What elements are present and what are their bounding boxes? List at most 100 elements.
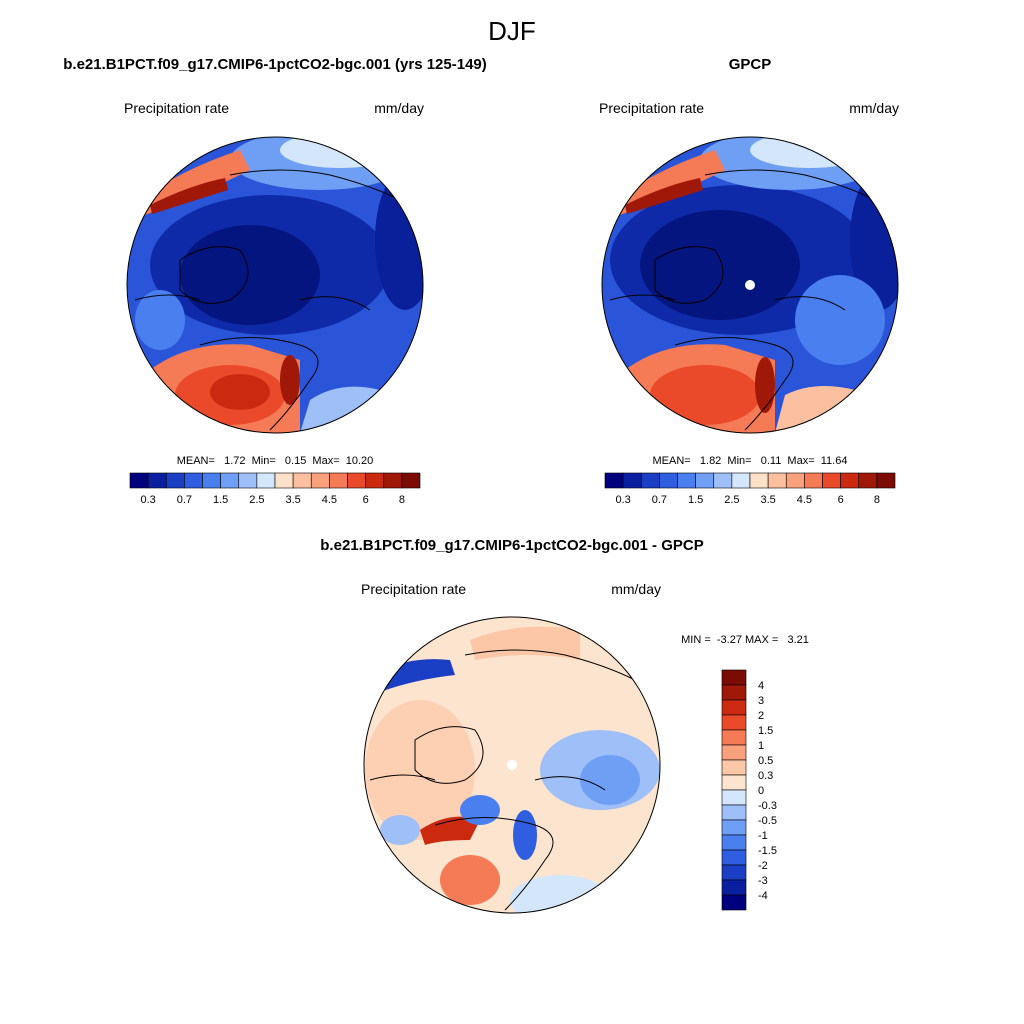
colorbar-tick-label: 1.5 [213, 494, 228, 506]
colorbar-swatch [401, 472, 421, 489]
colorbar-tick-label: 3.5 [760, 494, 775, 506]
colorbar-swatch [721, 774, 747, 791]
figure-title: DJF [488, 16, 536, 46]
colorbar-tick-label: 1 [758, 740, 764, 752]
panel-title: b.e21.B1PCT.f09_g17.CMIP6-1pctCO2-bgc.00… [320, 537, 703, 554]
panel-obs: GPCP Precipitation rate mm/day MEAN= [599, 56, 899, 506]
colorbar-swatch [804, 472, 823, 489]
colorbar-tick-label: 0.7 [652, 494, 667, 506]
colorbar: 0.3 0.7 1.5 2.5 3.5 4.5 6 8 [604, 472, 896, 506]
colorbar: 0.3 0.7 1.5 2.5 3.5 4.5 6 8 [129, 472, 421, 506]
polar-map [364, 617, 660, 913]
units-label: mm/day [849, 100, 899, 116]
colorbar-swatch [256, 472, 276, 489]
panel-model: b.e21.B1PCT.f09_g17.CMIP6-1pctCO2-bgc.00… [63, 56, 487, 506]
colorbar-swatch [721, 699, 747, 716]
pole-missing-data [507, 760, 517, 770]
colorbar-swatch [721, 894, 747, 911]
polar-map [127, 137, 423, 433]
colorbar-tick-label: -0.5 [758, 815, 777, 827]
colorbar-tick-label: -2 [758, 860, 768, 872]
colorbar-swatch [721, 744, 747, 761]
colorbar-tick-label: -3 [758, 875, 768, 887]
colorbar-swatch [677, 472, 696, 489]
colorbar-swatch [767, 472, 787, 489]
colorbar-tick-label: -4 [758, 890, 768, 902]
colorbar-swatch [274, 472, 294, 489]
colorbar-tick-label: 3.5 [285, 494, 300, 506]
colorbar-tick-label: 8 [399, 494, 405, 506]
colorbar-swatch [713, 472, 733, 489]
colorbar-tick-label: 0.3 [140, 494, 155, 506]
colorbar-swatch [721, 864, 747, 881]
colorbar-swatch [329, 472, 348, 489]
colorbar-tick-label: 2 [758, 710, 764, 722]
units-label: mm/day [611, 581, 661, 597]
colorbar-swatch [731, 472, 751, 489]
colorbar-swatch [721, 714, 747, 731]
colorbar-tick-label: -0.3 [758, 800, 777, 812]
colorbar-swatch [749, 472, 769, 489]
colorbar-swatch [129, 472, 149, 489]
colorbar-swatch [238, 472, 258, 489]
stats-label: MIN = -3.27 MAX = 3.21 [681, 634, 809, 646]
colorbar-swatch [622, 472, 642, 489]
map-boundary [363, 616, 661, 914]
colorbar-swatch [721, 819, 747, 836]
colorbar-swatch [202, 472, 221, 489]
colorbar-swatch [292, 472, 312, 489]
map-boundary [601, 136, 899, 434]
colorbar-swatch [695, 472, 715, 489]
colorbar-swatch [184, 472, 203, 489]
colorbar-tick-label: -1 [758, 830, 768, 842]
colorbar-swatch [876, 472, 896, 489]
colorbar-swatch [659, 472, 678, 489]
colorbar-tick-label: 1.5 [758, 725, 773, 737]
pole-missing-data [745, 280, 755, 290]
colorbar-tick-label: 0.5 [758, 755, 773, 767]
variable-label: Precipitation rate [361, 581, 466, 597]
colorbar-tick-label: 6 [838, 494, 844, 506]
units-label: mm/day [374, 100, 424, 116]
colorbar-tick-label: 0.7 [177, 494, 192, 506]
polar-map [602, 137, 898, 433]
colorbar-tick-label: 8 [874, 494, 880, 506]
colorbar-vertical: 4 3 2 1.5 1 0.5 0.3 0 -0.3 -0.5 -1 -1.5 -2 -3 -4 [721, 669, 777, 911]
colorbar-swatch [822, 472, 841, 489]
colorbar-swatch [840, 472, 860, 489]
colorbar-tick-label: 2.5 [724, 494, 739, 506]
colorbar-swatch [220, 472, 240, 489]
colorbar-swatch [721, 789, 747, 806]
colorbar-swatch [721, 879, 747, 896]
colorbar-swatch [383, 472, 403, 489]
colorbar-tick-label: -1.5 [758, 845, 777, 857]
colorbar-tick-label: 0 [758, 785, 764, 797]
colorbar-tick-label: 1.5 [688, 494, 703, 506]
colorbar-tick-label: 4 [758, 680, 764, 692]
panel-diff: b.e21.B1PCT.f09_g17.CMIP6-1pctCO2-bgc.00… [320, 537, 809, 914]
panel-title: GPCP [729, 56, 772, 73]
colorbar-tick-label: 4.5 [797, 494, 812, 506]
colorbar-swatch [640, 472, 660, 489]
colorbar-swatch [721, 804, 747, 821]
colorbar-swatch [365, 472, 385, 489]
stats-label: MEAN= 1.82 Min= 0.11 Max= 11.64 [653, 455, 848, 467]
colorbar-swatch [858, 472, 878, 489]
colorbar-tick-label: 2.5 [249, 494, 264, 506]
colorbar-swatch [165, 472, 185, 489]
colorbar-tick-label: 4.5 [322, 494, 337, 506]
variable-label: Precipitation rate [124, 100, 229, 116]
colorbar-swatch [721, 849, 747, 866]
colorbar-swatch [147, 472, 167, 489]
colorbar-swatch [785, 472, 805, 489]
colorbar-tick-label: 6 [363, 494, 369, 506]
colorbar-swatch [310, 472, 330, 489]
stats-label: MEAN= 1.72 Min= 0.15 Max= 10.20 [177, 455, 374, 467]
colorbar-tick-label: 0.3 [758, 770, 773, 782]
colorbar-tick-label: 3 [758, 695, 764, 707]
colorbar-swatch [721, 684, 747, 701]
panel-title: b.e21.B1PCT.f09_g17.CMIP6-1pctCO2-bgc.00… [63, 56, 487, 73]
map-boundary [126, 136, 424, 434]
colorbar-swatch [721, 669, 747, 686]
